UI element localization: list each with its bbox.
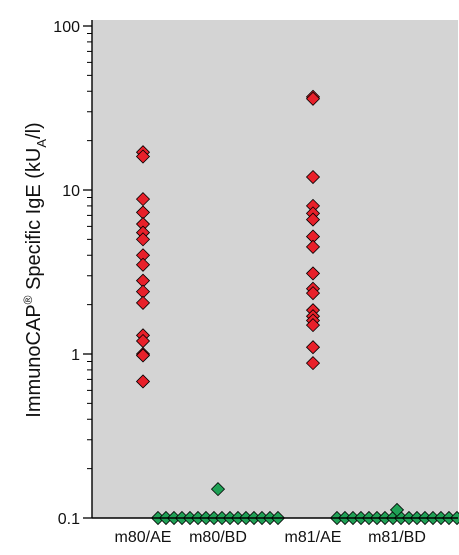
x-category-label: m81/BD — [368, 529, 426, 546]
y-tick-label: 0.1 — [58, 511, 80, 528]
y-title-superscript: ® — [21, 295, 35, 304]
y-axis-title: ImmunoCAP® Specific IgE (kUA/l) — [21, 122, 49, 417]
plot-background — [92, 20, 458, 518]
y-tick-label: 10 — [62, 183, 80, 200]
x-category-label: m81/AE — [285, 529, 342, 546]
y-axis: 0.1 1 10 100 — [53, 19, 92, 528]
y-title-subscript: A — [34, 139, 49, 148]
y-title-part: /l) — [23, 122, 45, 139]
x-category-label: m80/BD — [189, 529, 247, 546]
y-title-part: ImmunoCAP — [23, 304, 45, 417]
x-category-label: m80/AE — [115, 529, 172, 546]
y-title-part: Specific IgE (kU — [23, 148, 45, 296]
y-tick-label: 100 — [53, 19, 80, 36]
y-tick-label: 1 — [71, 347, 80, 364]
